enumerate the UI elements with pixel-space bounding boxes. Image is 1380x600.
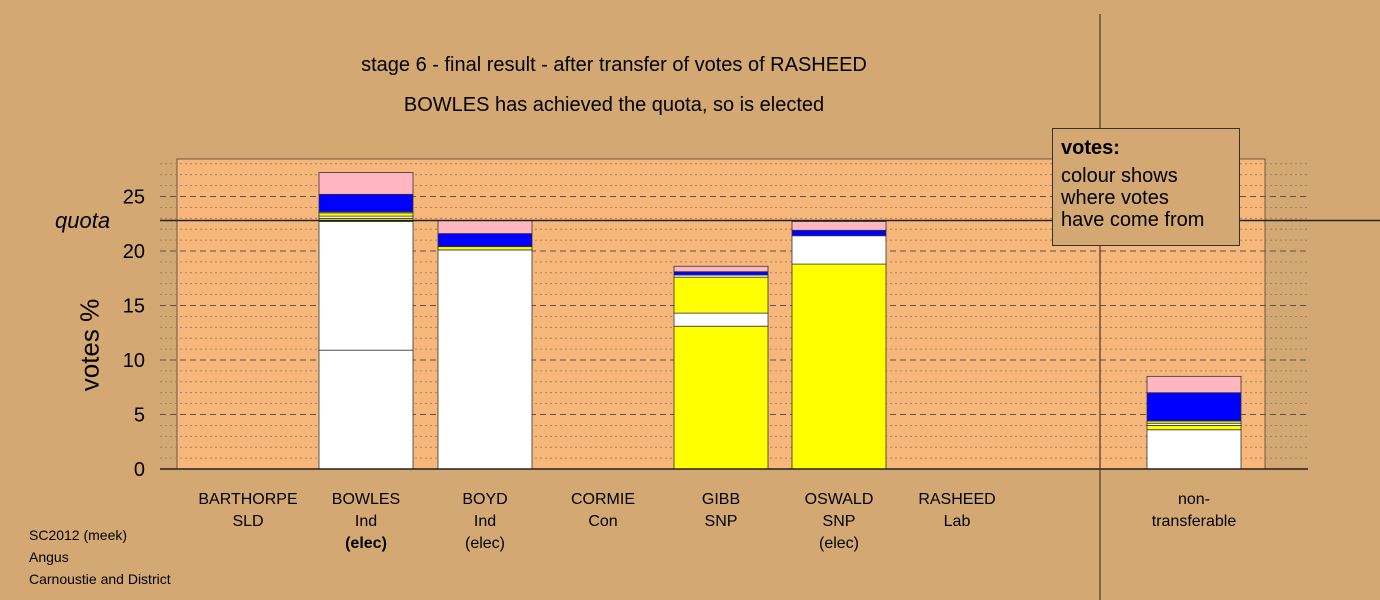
candidate-party: Ind: [354, 513, 378, 530]
candidate-label-bowles: BOWLES Ind (elec): [301, 489, 431, 555]
bar-segment: [437, 249, 533, 470]
candidate-status: (elec): [345, 535, 387, 552]
chart-subtitle: BOWLES has achieved the quota, so is ele…: [403, 94, 825, 116]
candidate-name: BOWLES: [331, 491, 401, 508]
candidate-name: GIBB: [701, 491, 741, 508]
bars: [318, 172, 1242, 470]
legend-line: have come from: [1061, 209, 1205, 231]
quota-label: quota: [55, 208, 111, 233]
y-axis-ticks: 0 5 10 15 20 25: [123, 187, 145, 482]
bar-segment: [673, 271, 769, 276]
bar-segment: [318, 172, 414, 195]
candidate-label-oswald: OSWALD SNP (elec): [774, 489, 904, 555]
bar-segment: [791, 221, 887, 231]
y-tick-label: 15: [123, 296, 145, 318]
bar-segment: [673, 265, 769, 273]
y-tick-label: 0: [134, 459, 145, 481]
bar-segment: [673, 312, 769, 327]
candidate-label-rasheed: RASHEED Lab: [892, 489, 1022, 533]
footer-line: SC2012 (meek): [29, 527, 128, 543]
candidate-name: BOYD: [462, 491, 508, 508]
candidate-label-barthorpe: BARTHORPE SLD: [183, 489, 313, 533]
footer-line: Carnoustie and District: [29, 571, 171, 587]
candidate-label-gibb: GIBB SNP: [656, 489, 786, 533]
candidate-party: SNP: [704, 513, 738, 530]
legend-title: votes:: [1061, 137, 1120, 159]
bar-segment: [673, 276, 769, 314]
y-tick-label: 5: [134, 405, 145, 427]
candidate-name: OSWALD: [804, 491, 874, 508]
bar-segment: [318, 349, 414, 470]
candidate-party: Con: [588, 513, 618, 530]
candidate-label-cormie: CORMIE Con: [538, 489, 668, 533]
bar-segment: [437, 233, 533, 248]
candidate-party: Lab: [943, 513, 971, 530]
legend-box: votes: colour shows where votes have com…: [1052, 128, 1240, 246]
y-axis-label: votes %: [74, 298, 105, 392]
candidate-name: non-: [1177, 491, 1211, 508]
candidate-party: transferable: [1151, 513, 1237, 530]
bar-segment: [318, 221, 414, 351]
y-tick-label: 20: [123, 241, 145, 263]
chart-title: stage 6 - final result - after transfer …: [361, 54, 867, 76]
candidate-name: BARTHORPE: [198, 491, 298, 508]
candidate-name: RASHEED: [918, 491, 996, 508]
y-tick-label: 25: [123, 187, 145, 209]
bar-segment: [673, 325, 769, 470]
bar-segment: [1146, 424, 1242, 431]
bar-segment: [318, 212, 414, 217]
candidate-party: SNP: [822, 513, 856, 530]
candidate-status: (elec): [464, 535, 505, 552]
candidate-status: (elec): [818, 535, 859, 552]
candidate-label-non-transferable: non- transferable: [1129, 489, 1259, 533]
bar-segment: [1146, 392, 1242, 422]
legend-line: where votes: [1061, 187, 1169, 209]
candidate-label-boyd: BOYD Ind (elec): [420, 489, 550, 555]
bar-segment: [791, 235, 887, 265]
legend-line: colour shows: [1061, 165, 1178, 187]
bar-segment: [791, 263, 887, 470]
bar-segment: [1146, 429, 1242, 470]
candidate-party: SLD: [232, 513, 264, 530]
footer-line: Angus: [29, 549, 69, 565]
bar-segment: [318, 193, 414, 213]
bar-segment: [791, 229, 887, 237]
y-tick-label: 10: [123, 350, 145, 372]
candidate-name: CORMIE: [571, 491, 635, 508]
bar-segment: [437, 246, 533, 251]
candidate-party: Ind: [473, 513, 497, 530]
bar-segment: [1146, 375, 1242, 394]
bar-segment: [437, 220, 533, 234]
